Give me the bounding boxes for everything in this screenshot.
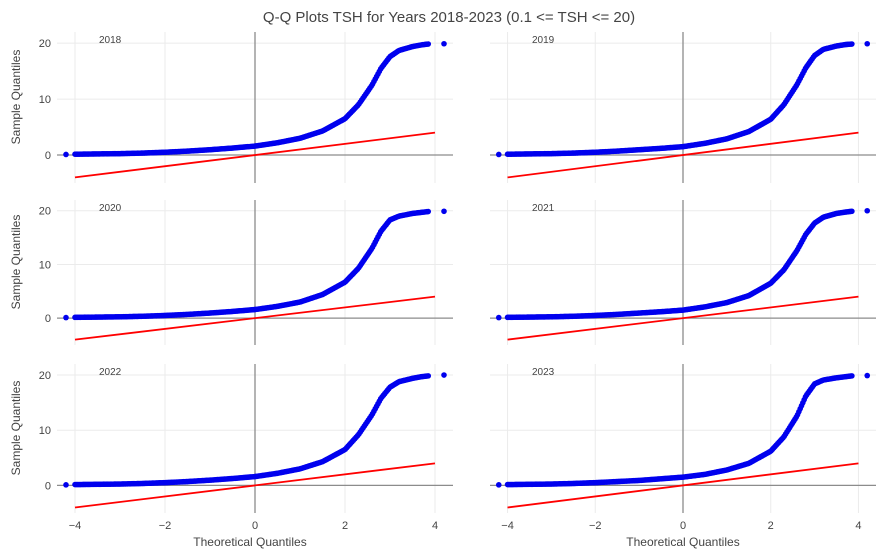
x-tick-label: −2 [589, 520, 602, 532]
data-point [849, 208, 855, 215]
y-tick-label: 0 [45, 313, 51, 325]
y-axis-label-row1: Sample Quantiles [9, 50, 23, 145]
x-tick-label: 4 [432, 520, 438, 532]
y-axis-label-row2: Sample Quantiles [9, 215, 23, 310]
chart-title: Q-Q Plots TSH for Years 2018-2023 (0.1 <… [263, 9, 635, 26]
data-point [441, 40, 447, 47]
reference-line [74, 131, 436, 179]
x-tick-label: −4 [501, 520, 514, 532]
data-point [495, 482, 502, 488]
qq-panel-2022: 0 10 20 −4 −2 0 2 4 2022 [39, 364, 453, 532]
data-point [495, 151, 502, 158]
qq-panel-2023: −4 −2 0 2 4 2023 [490, 364, 876, 532]
y-tick-label: 20 [39, 370, 51, 382]
panel-label-2022: 2022 [99, 367, 122, 378]
data-point [495, 314, 502, 321]
panel-label-2023: 2023 [532, 367, 555, 378]
y-axis-label-row3: Sample Quantiles [9, 381, 23, 476]
x-axis-label-right: Theoretical Quantiles [626, 535, 739, 549]
qq-panel-2021: 2021 [490, 200, 876, 345]
data-point [441, 372, 447, 378]
x-tick-label: 0 [680, 520, 686, 532]
qq-panel-2019: 2019 [490, 32, 876, 183]
x-tick-label: 2 [342, 520, 348, 532]
data-point [425, 373, 432, 379]
data-point [849, 41, 855, 47]
data-point [63, 482, 69, 488]
reference-line [507, 295, 859, 341]
qq-panel-2018: 0 10 20 2018 [39, 32, 453, 183]
data-point [864, 40, 871, 47]
reference-line [507, 462, 859, 509]
data-point [425, 208, 432, 215]
panel-label-2020: 2020 [99, 203, 122, 214]
y-tick-label: 10 [39, 425, 51, 437]
x-tick-label: 0 [252, 520, 258, 532]
y-tick-label: 20 [39, 206, 51, 218]
data-point [63, 151, 69, 158]
data-point [441, 208, 447, 215]
reference-line [74, 462, 436, 509]
x-tick-label: −2 [159, 520, 172, 532]
y-tick-label: 0 [45, 480, 51, 492]
y-tick-label: 10 [39, 259, 51, 271]
x-tick-label: 2 [768, 520, 774, 532]
y-tick-label: 10 [39, 94, 51, 106]
data-point [849, 373, 855, 379]
data-point [864, 372, 871, 379]
x-tick-label: 4 [855, 520, 861, 532]
panel-label-2019: 2019 [532, 35, 555, 46]
x-axis-label-left: Theoretical Quantiles [193, 535, 306, 549]
y-tick-label: 0 [45, 150, 51, 162]
panel-label-2021: 2021 [532, 203, 555, 214]
y-tick-label: 20 [39, 38, 51, 50]
data-point [63, 314, 69, 321]
panel-label-2018: 2018 [99, 35, 122, 46]
reference-line [507, 131, 859, 179]
data-point [864, 207, 871, 214]
x-tick-label: −4 [69, 520, 82, 532]
reference-line [74, 295, 436, 341]
data-point [425, 41, 432, 47]
